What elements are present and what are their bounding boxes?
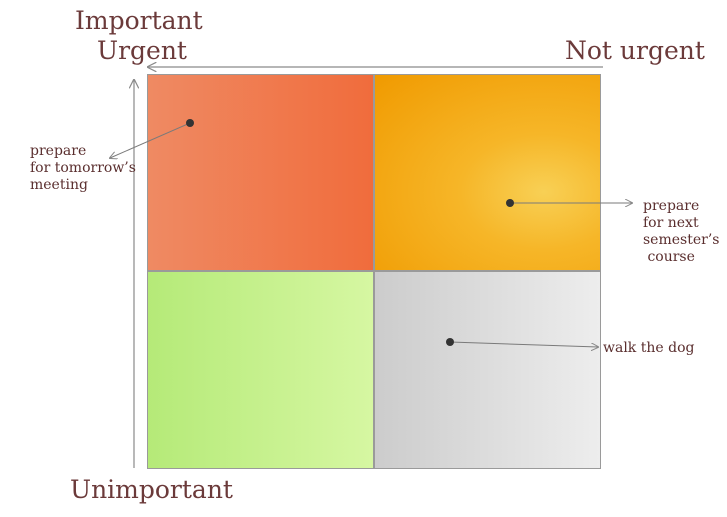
task-line: prepare — [30, 143, 87, 159]
quadrant-important-not-urgent — [374, 74, 601, 271]
axis-label-not-urgent: Not urgent — [565, 36, 705, 65]
task-dot-course — [506, 199, 514, 207]
task-line: semester’s — [643, 232, 720, 248]
task-line: for tomorrow’s — [30, 160, 136, 176]
task-line: prepare — [643, 198, 700, 214]
axis-label-important: Important — [75, 6, 203, 35]
axis-label-unimportant: Unimportant — [70, 475, 233, 504]
task-dot-meeting — [186, 119, 194, 127]
quadrant-unimportant-urgent — [147, 271, 374, 469]
task-label-meeting: prepare for tomorrow’s meeting — [30, 143, 136, 194]
task-pointer-meeting — [110, 122, 191, 158]
quadrant-unimportant-not-urgent — [374, 271, 601, 469]
task-dot-dog — [446, 338, 454, 346]
task-label-dog: walk the dog — [603, 340, 694, 357]
task-line: course — [643, 249, 695, 265]
quadrant-important-urgent — [147, 74, 374, 271]
task-label-course: prepare for next semester’s course — [643, 198, 719, 266]
axis-label-urgent: Urgent — [97, 36, 187, 65]
task-pointer-dog — [449, 341, 598, 347]
task-line: for next — [643, 215, 699, 231]
task-line: meeting — [30, 177, 88, 193]
task-line: walk the dog — [603, 340, 695, 356]
